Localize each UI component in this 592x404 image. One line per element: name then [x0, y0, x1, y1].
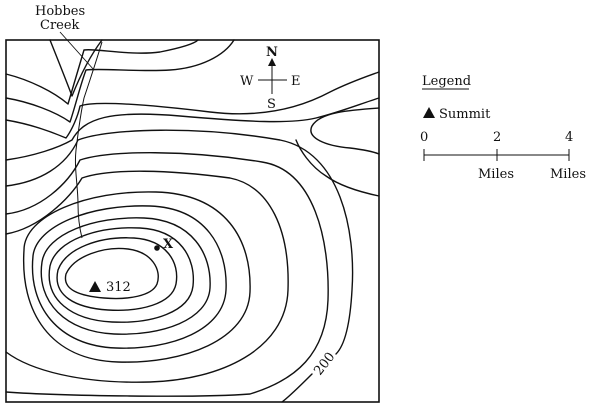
scale-label-4: 4	[565, 130, 573, 145]
contour-valley-4	[5, 39, 199, 105]
scale-label-0: 0	[420, 130, 428, 145]
contour-valley-1	[5, 71, 380, 139]
compass-north: N	[266, 45, 278, 60]
contour-ring-5	[31, 205, 227, 349]
creek-label-line1: Hobbes	[35, 4, 85, 19]
compass-north-arrow	[268, 58, 276, 66]
legend: Legend Summit 0 2 4 Miles Miles	[420, 74, 586, 182]
creek-label-line2: Creek	[40, 18, 80, 33]
contour-ring-1	[64, 247, 159, 300]
point-x-dot	[154, 245, 160, 251]
hobbes-creek-stream	[74, 41, 103, 239]
contour-valley-5	[49, 39, 103, 97]
contour-ring-4	[40, 217, 211, 335]
scale-unit-4: Miles	[550, 167, 586, 182]
contour-ring-6	[22, 191, 251, 363]
scale-unit-2: Miles	[478, 167, 514, 182]
legend-title: Legend	[422, 74, 471, 89]
contour-valley-3	[5, 39, 235, 123]
compass-west: W	[240, 74, 254, 89]
contour-ring-8	[5, 152, 329, 397]
point-x-label: X	[163, 237, 174, 252]
contour-ring-3	[48, 227, 195, 323]
scale-label-2: 2	[493, 130, 501, 145]
contour-east-lobe	[310, 107, 380, 155]
map-frame	[5, 39, 380, 403]
contour-ring-7	[5, 170, 289, 383]
contour-lines	[5, 39, 380, 403]
legend-summit-triangle-icon	[423, 107, 435, 118]
contour-200-end	[281, 373, 313, 403]
contour-east-outer	[295, 139, 380, 197]
compass-rose: N S W E	[240, 45, 301, 112]
summit-triangle-icon	[89, 281, 101, 292]
summit-elevation-label: 312	[106, 280, 131, 295]
contour-200-label: 200	[311, 350, 338, 379]
legend-summit-label: Summit	[439, 107, 491, 122]
creek-label-leader	[59, 31, 95, 71]
contour-ring-2	[56, 237, 178, 311]
compass-east: E	[291, 74, 301, 89]
contour-200	[5, 129, 354, 355]
compass-south: S	[267, 97, 276, 112]
contour-valley-2	[5, 97, 380, 161]
